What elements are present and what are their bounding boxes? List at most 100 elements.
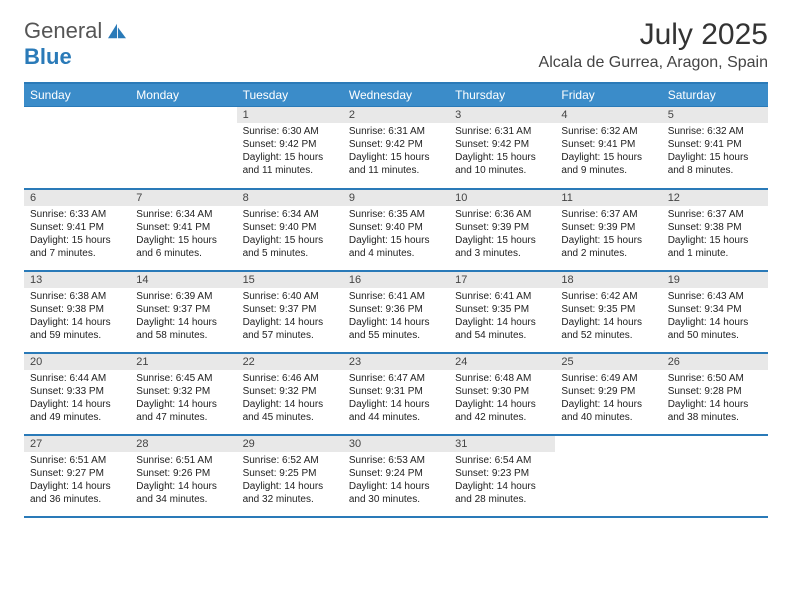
day-details: Sunrise: 6:39 AMSunset: 9:37 PMDaylight:…: [130, 288, 236, 346]
day-details: Sunrise: 6:45 AMSunset: 9:32 PMDaylight:…: [130, 370, 236, 428]
day-number: 3: [449, 107, 555, 123]
calendar-cell: 30Sunrise: 6:53 AMSunset: 9:24 PMDayligh…: [343, 435, 449, 517]
calendar-cell: 18Sunrise: 6:42 AMSunset: 9:35 PMDayligh…: [555, 271, 661, 353]
logo-sail-icon: [106, 22, 128, 40]
calendar-cell: ..: [555, 435, 661, 517]
day-details: Sunrise: 6:46 AMSunset: 9:32 PMDaylight:…: [237, 370, 343, 428]
calendar-cell: 20Sunrise: 6:44 AMSunset: 9:33 PMDayligh…: [24, 353, 130, 435]
calendar-cell: 13Sunrise: 6:38 AMSunset: 9:38 PMDayligh…: [24, 271, 130, 353]
calendar-cell: 31Sunrise: 6:54 AMSunset: 9:23 PMDayligh…: [449, 435, 555, 517]
day-number: 29: [237, 436, 343, 452]
day-details: Sunrise: 6:38 AMSunset: 9:38 PMDaylight:…: [24, 288, 130, 346]
logo-text-blue: Blue: [24, 44, 72, 69]
calendar-cell: 16Sunrise: 6:41 AMSunset: 9:36 PMDayligh…: [343, 271, 449, 353]
day-number: 11: [555, 190, 661, 206]
calendar-cell: 27Sunrise: 6:51 AMSunset: 9:27 PMDayligh…: [24, 435, 130, 517]
day-details: Sunrise: 6:44 AMSunset: 9:33 PMDaylight:…: [24, 370, 130, 428]
calendar-head: SundayMondayTuesdayWednesdayThursdayFrid…: [24, 84, 768, 107]
day-number: 16: [343, 272, 449, 288]
day-number: 7: [130, 190, 236, 206]
day-number: 18: [555, 272, 661, 288]
day-header: Thursday: [449, 84, 555, 107]
day-number: 30: [343, 436, 449, 452]
calendar-week-row: 13Sunrise: 6:38 AMSunset: 9:38 PMDayligh…: [24, 271, 768, 353]
calendar-cell: ..: [130, 107, 236, 189]
day-number: 21: [130, 354, 236, 370]
day-details: Sunrise: 6:51 AMSunset: 9:26 PMDaylight:…: [130, 452, 236, 510]
day-details: Sunrise: 6:43 AMSunset: 9:34 PMDaylight:…: [662, 288, 768, 346]
calendar-cell: 3Sunrise: 6:31 AMSunset: 9:42 PMDaylight…: [449, 107, 555, 189]
day-details: Sunrise: 6:37 AMSunset: 9:39 PMDaylight:…: [555, 206, 661, 264]
day-details: Sunrise: 6:36 AMSunset: 9:39 PMDaylight:…: [449, 206, 555, 264]
day-number: 12: [662, 190, 768, 206]
day-number: 14: [130, 272, 236, 288]
day-details: Sunrise: 6:51 AMSunset: 9:27 PMDaylight:…: [24, 452, 130, 510]
day-number: 6: [24, 190, 130, 206]
calendar-cell: 1Sunrise: 6:30 AMSunset: 9:42 PMDaylight…: [237, 107, 343, 189]
calendar-week-row: ....1Sunrise: 6:30 AMSunset: 9:42 PMDayl…: [24, 107, 768, 189]
day-number: 20: [24, 354, 130, 370]
day-number: 24: [449, 354, 555, 370]
day-number: 31: [449, 436, 555, 452]
header-right: July 2025 Alcala de Gurrea, Aragon, Spai…: [539, 18, 768, 72]
day-details: Sunrise: 6:32 AMSunset: 9:41 PMDaylight:…: [662, 123, 768, 181]
day-number: 17: [449, 272, 555, 288]
calendar-table: SundayMondayTuesdayWednesdayThursdayFrid…: [24, 84, 768, 518]
day-number: 25: [555, 354, 661, 370]
calendar-cell: 23Sunrise: 6:47 AMSunset: 9:31 PMDayligh…: [343, 353, 449, 435]
calendar-cell: 25Sunrise: 6:49 AMSunset: 9:29 PMDayligh…: [555, 353, 661, 435]
day-number: 15: [237, 272, 343, 288]
day-details: Sunrise: 6:41 AMSunset: 9:35 PMDaylight:…: [449, 288, 555, 346]
day-number: 8: [237, 190, 343, 206]
day-number: 4: [555, 107, 661, 123]
calendar-cell: ..: [24, 107, 130, 189]
calendar-cell: 28Sunrise: 6:51 AMSunset: 9:26 PMDayligh…: [130, 435, 236, 517]
calendar-cell: 22Sunrise: 6:46 AMSunset: 9:32 PMDayligh…: [237, 353, 343, 435]
day-details: Sunrise: 6:41 AMSunset: 9:36 PMDaylight:…: [343, 288, 449, 346]
calendar-cell: 15Sunrise: 6:40 AMSunset: 9:37 PMDayligh…: [237, 271, 343, 353]
day-number: 5: [662, 107, 768, 123]
day-details: Sunrise: 6:53 AMSunset: 9:24 PMDaylight:…: [343, 452, 449, 510]
day-number: 23: [343, 354, 449, 370]
calendar-cell: 10Sunrise: 6:36 AMSunset: 9:39 PMDayligh…: [449, 189, 555, 271]
logo-text-general: General: [24, 18, 102, 44]
day-number: 13: [24, 272, 130, 288]
calendar-cell: 29Sunrise: 6:52 AMSunset: 9:25 PMDayligh…: [237, 435, 343, 517]
calendar-cell: 21Sunrise: 6:45 AMSunset: 9:32 PMDayligh…: [130, 353, 236, 435]
day-header: Saturday: [662, 84, 768, 107]
day-details: Sunrise: 6:49 AMSunset: 9:29 PMDaylight:…: [555, 370, 661, 428]
day-header: Tuesday: [237, 84, 343, 107]
day-details: Sunrise: 6:33 AMSunset: 9:41 PMDaylight:…: [24, 206, 130, 264]
day-details: Sunrise: 6:48 AMSunset: 9:30 PMDaylight:…: [449, 370, 555, 428]
calendar-cell: 14Sunrise: 6:39 AMSunset: 9:37 PMDayligh…: [130, 271, 236, 353]
calendar-week-row: 20Sunrise: 6:44 AMSunset: 9:33 PMDayligh…: [24, 353, 768, 435]
calendar-body: ....1Sunrise: 6:30 AMSunset: 9:42 PMDayl…: [24, 107, 768, 517]
day-number: 19: [662, 272, 768, 288]
calendar-cell: 24Sunrise: 6:48 AMSunset: 9:30 PMDayligh…: [449, 353, 555, 435]
calendar-cell: 26Sunrise: 6:50 AMSunset: 9:28 PMDayligh…: [662, 353, 768, 435]
day-number: 22: [237, 354, 343, 370]
day-details: Sunrise: 6:37 AMSunset: 9:38 PMDaylight:…: [662, 206, 768, 264]
day-details: Sunrise: 6:50 AMSunset: 9:28 PMDaylight:…: [662, 370, 768, 428]
calendar-cell: 5Sunrise: 6:32 AMSunset: 9:41 PMDaylight…: [662, 107, 768, 189]
day-details: Sunrise: 6:31 AMSunset: 9:42 PMDaylight:…: [449, 123, 555, 181]
location-subtitle: Alcala de Gurrea, Aragon, Spain: [539, 54, 768, 72]
calendar-cell: 9Sunrise: 6:35 AMSunset: 9:40 PMDaylight…: [343, 189, 449, 271]
day-header: Wednesday: [343, 84, 449, 107]
calendar-cell: 11Sunrise: 6:37 AMSunset: 9:39 PMDayligh…: [555, 189, 661, 271]
day-details: Sunrise: 6:34 AMSunset: 9:41 PMDaylight:…: [130, 206, 236, 264]
calendar-cell: 4Sunrise: 6:32 AMSunset: 9:41 PMDaylight…: [555, 107, 661, 189]
calendar-cell: 12Sunrise: 6:37 AMSunset: 9:38 PMDayligh…: [662, 189, 768, 271]
day-details: Sunrise: 6:42 AMSunset: 9:35 PMDaylight:…: [555, 288, 661, 346]
day-number: 10: [449, 190, 555, 206]
day-number: 26: [662, 354, 768, 370]
logo: General: [24, 18, 130, 44]
calendar-week-row: 27Sunrise: 6:51 AMSunset: 9:27 PMDayligh…: [24, 435, 768, 517]
day-number: 9: [343, 190, 449, 206]
day-number: 2: [343, 107, 449, 123]
calendar-cell: 2Sunrise: 6:31 AMSunset: 9:42 PMDaylight…: [343, 107, 449, 189]
day-header: Friday: [555, 84, 661, 107]
calendar-cell: 17Sunrise: 6:41 AMSunset: 9:35 PMDayligh…: [449, 271, 555, 353]
calendar-cell: 19Sunrise: 6:43 AMSunset: 9:34 PMDayligh…: [662, 271, 768, 353]
day-number: 27: [24, 436, 130, 452]
